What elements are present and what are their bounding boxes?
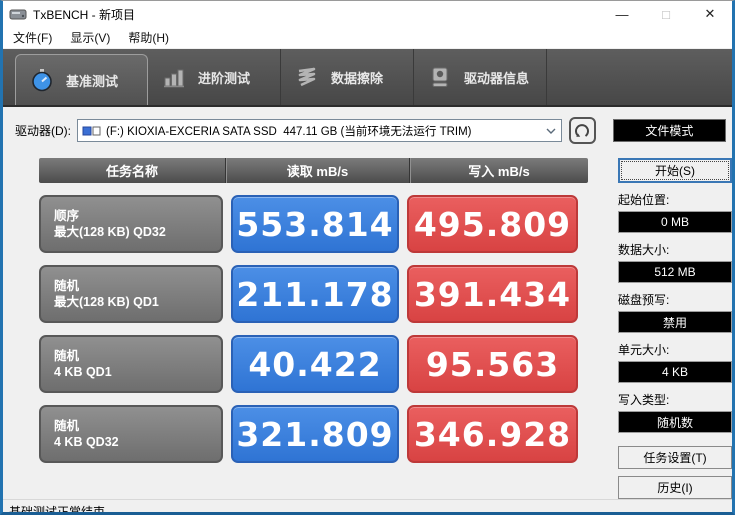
task-line1: 随机 <box>54 278 80 293</box>
write-type-label: 写入类型: <box>618 393 670 407</box>
refresh-icon <box>575 123 590 137</box>
task-button-rand-qd1[interactable]: 随机 最大(128 KB) QD1 <box>39 265 223 323</box>
unit-size-label: 单元大小: <box>618 343 670 357</box>
menu-bar: 文件(F) 显示(V) 帮助(H) <box>3 27 732 49</box>
drive-selector-row: 驱动器(D): (F:) KIOXIA-EXCERIA SATA SSD 447… <box>3 107 732 150</box>
tab-data-erase[interactable]: 数据擦除 <box>281 49 414 105</box>
toolbar: 基准测试 进阶测试 数据擦除 驱动器信息 <box>3 49 732 107</box>
unit-size-value: 4 KB <box>618 361 732 383</box>
disk-precondition-label: 磁盘预写: <box>618 293 670 307</box>
read-value[interactable]: 40.422 <box>231 335 399 393</box>
table-header: 任务名称 读取 mB/s 写入 mB/s <box>39 158 588 183</box>
tab-benchmark[interactable]: 基准测试 <box>15 54 148 105</box>
task-settings-button[interactable]: 任务设置(T) <box>618 446 732 469</box>
task-line2: 4 KB QD1 <box>54 365 112 379</box>
benchmark-table: 任务名称 读取 mB/s 写入 mB/s 顺序 最大(128 KB) QD32 … <box>39 158 588 499</box>
file-mode-button[interactable]: 文件模式 <box>612 119 726 142</box>
data-size-label: 数据大小: <box>618 243 670 257</box>
header-write: 写入 mB/s <box>409 158 588 183</box>
tab-advanced-benchmark[interactable]: 进阶测试 <box>148 49 281 105</box>
history-button[interactable]: 历史(I) <box>618 476 732 499</box>
main-row: 任务名称 读取 mB/s 写入 mB/s 顺序 最大(128 KB) QD32 … <box>3 150 732 499</box>
content-area: 驱动器(D): (F:) KIOXIA-EXCERIA SATA SSD 447… <box>3 107 732 499</box>
close-button[interactable]: ✕ <box>704 6 716 21</box>
drive-icon <box>82 126 101 135</box>
write-type-value: 随机数 <box>618 411 732 433</box>
header-read: 读取 mB/s <box>225 158 409 183</box>
table-row: 随机 4 KB QD1 40.422 95.563 <box>39 335 588 393</box>
task-button-rand-4k-qd1[interactable]: 随机 4 KB QD1 <box>39 335 223 393</box>
maximize-button[interactable]: □ <box>662 6 670 22</box>
drive-info-icon <box>432 67 448 87</box>
side-panel: 开始(S) 起始位置: 0 MB 数据大小: 512 MB 磁盘预写: 禁用 单… <box>618 158 732 499</box>
tab-label: 数据擦除 <box>331 70 384 86</box>
menu-view[interactable]: 显示(V) <box>70 30 111 45</box>
start-position-value: 0 MB <box>618 211 732 233</box>
chevron-down-icon[interactable] <box>543 120 559 141</box>
menu-help[interactable]: 帮助(H) <box>128 30 169 45</box>
disk-precondition-value: 禁用 <box>618 311 732 333</box>
minimize-button[interactable]: — <box>615 6 629 22</box>
task-line2: 4 KB QD32 <box>54 435 119 449</box>
stopwatch-icon <box>32 69 52 92</box>
read-value[interactable]: 553.814 <box>231 195 399 253</box>
task-button-seq-qd32[interactable]: 顺序 最大(128 KB) QD32 <box>39 195 223 253</box>
header-task-name: 任务名称 <box>105 164 158 179</box>
tab-label: 进阶测试 <box>198 70 251 86</box>
title-bar: TxBENCH - 新项目 — □ ✕ <box>3 1 732 27</box>
refresh-drives-button[interactable] <box>568 117 596 144</box>
drive-label: 驱动器(D): <box>15 124 71 138</box>
table-row: 随机 最大(128 KB) QD1 211.178 391.434 <box>39 265 588 323</box>
task-line1: 随机 <box>54 418 80 433</box>
tab-drive-info[interactable]: 驱动器信息 <box>414 49 547 105</box>
write-value[interactable]: 391.434 <box>407 265 578 323</box>
app-icon <box>9 9 27 20</box>
table-row: 顺序 最大(128 KB) QD32 553.814 495.809 <box>39 195 588 253</box>
read-value[interactable]: 321.809 <box>231 405 399 463</box>
bar-chart-icon <box>164 69 184 88</box>
erase-icon <box>298 67 316 87</box>
start-position-label: 起始位置: <box>618 193 670 207</box>
menu-file[interactable]: 文件(F) <box>13 30 53 45</box>
read-value[interactable]: 211.178 <box>231 265 399 323</box>
window-title: TxBENCH - 新项目 <box>33 7 136 22</box>
data-size-value: 512 MB <box>618 261 732 283</box>
task-line2: 最大(128 KB) QD1 <box>54 295 159 309</box>
start-button[interactable]: 开始(S) <box>618 158 732 183</box>
task-line2: 最大(128 KB) QD32 <box>54 225 166 239</box>
drive-selected-text: (F:) KIOXIA-EXCERIA SATA SSD 447.11 GB (… <box>106 125 472 138</box>
write-value[interactable]: 495.809 <box>407 195 578 253</box>
drive-combobox[interactable]: (F:) KIOXIA-EXCERIA SATA SSD 447.11 GB (… <box>77 119 562 142</box>
status-text: 基础测试正常结束。 <box>9 504 118 515</box>
task-line1: 顺序 <box>54 208 80 223</box>
tab-label: 驱动器信息 <box>464 70 530 86</box>
tab-label: 基准测试 <box>66 73 119 89</box>
write-value[interactable]: 95.563 <box>407 335 578 393</box>
task-button-rand-4k-qd32[interactable]: 随机 4 KB QD32 <box>39 405 223 463</box>
task-line1: 随机 <box>54 348 80 363</box>
status-bar: 基础测试正常结束。 <box>3 499 732 515</box>
write-value[interactable]: 346.928 <box>407 405 578 463</box>
table-row: 随机 4 KB QD32 321.809 346.928 <box>39 405 588 463</box>
